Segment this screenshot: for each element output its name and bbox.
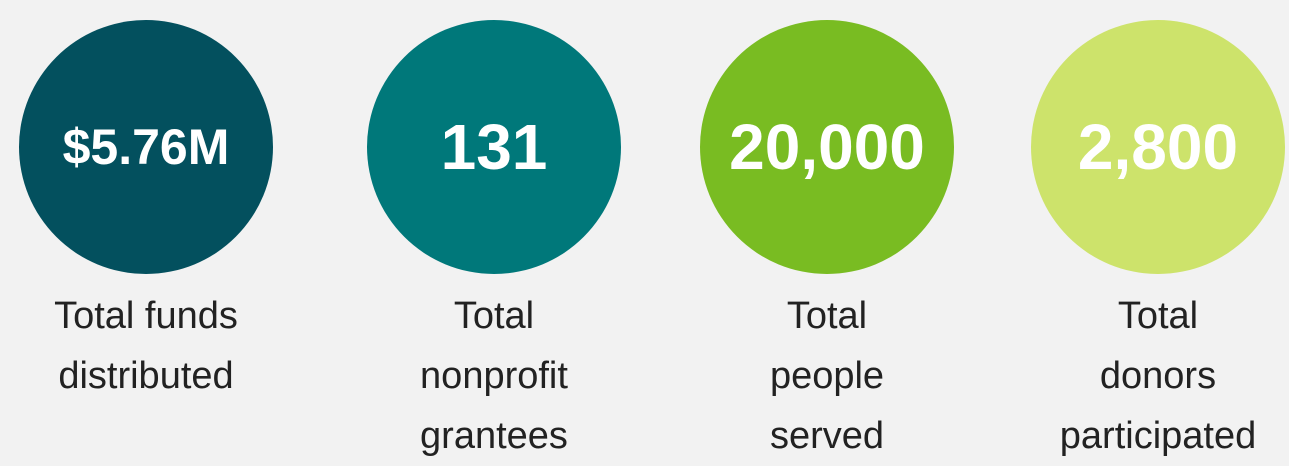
stat-value: 131 bbox=[440, 111, 548, 183]
stat-label-line: grantees bbox=[420, 415, 568, 457]
stat-item: 2,800 Total donors participated bbox=[1028, 20, 1288, 466]
stat-label-line: Total bbox=[1117, 295, 1199, 337]
stat-label-line: distributed bbox=[58, 355, 234, 397]
stat-label: Total people served bbox=[697, 286, 957, 466]
stat-circle: 20,000 bbox=[700, 20, 954, 274]
stat-item: 131 Total nonprofit grantees bbox=[364, 20, 624, 466]
stat-circle: $5.76M bbox=[19, 20, 273, 274]
stat-label-line: participated bbox=[1059, 415, 1257, 457]
stats-panel: $5.76M Total funds distributed 131 Total nonp… bbox=[16, 20, 1285, 457]
stat-label-line: people bbox=[769, 355, 885, 397]
stat-label: Total nonprofit grantees bbox=[364, 286, 624, 466]
stat-item: 20,000 Total people served bbox=[697, 20, 957, 466]
stat-label: Total donors participated bbox=[1028, 286, 1288, 466]
stat-value: $5.76M bbox=[62, 119, 230, 175]
stat-circle: 131 bbox=[367, 20, 621, 274]
stat-label-line: nonprofit bbox=[420, 355, 568, 397]
stat-value: 20,000 bbox=[729, 111, 925, 183]
stat-circle: 2,800 bbox=[1031, 20, 1285, 274]
stat-value: 2,800 bbox=[1077, 111, 1239, 183]
stat-label-line: Total bbox=[786, 295, 868, 337]
stat-label-line: Total funds bbox=[54, 295, 238, 337]
stat-label-line: donors bbox=[1099, 355, 1217, 397]
stat-label-line: Total bbox=[453, 295, 535, 337]
stat-label: Total funds distributed bbox=[16, 286, 276, 406]
stat-label-line: served bbox=[769, 415, 885, 457]
stat-item: $5.76M Total funds distributed bbox=[16, 20, 276, 406]
